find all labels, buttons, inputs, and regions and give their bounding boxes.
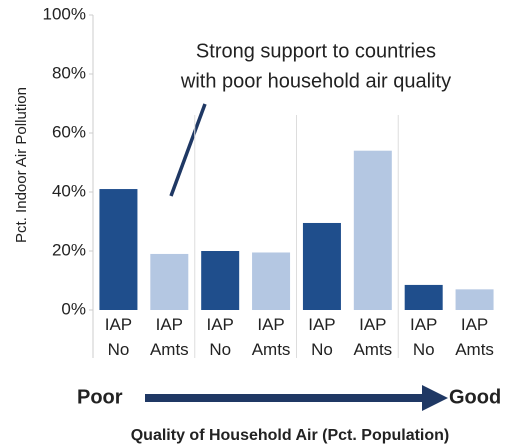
x-tick-label: IAP No — [308, 315, 335, 359]
x-tick-label: IAP No — [105, 315, 132, 359]
x-tick-label: IAP No — [410, 315, 437, 359]
bar — [455, 289, 494, 310]
scale-arrow-head — [422, 385, 448, 411]
annotation: with poor household air quality — [180, 70, 451, 92]
y-tick-label: 80% — [52, 63, 86, 82]
x-tick-label: IAP No — [206, 315, 233, 359]
y-tick-label: 20% — [52, 240, 86, 259]
x-tick-label: IAP Amts — [353, 315, 392, 359]
y-tick-label: 0% — [61, 299, 86, 318]
bar — [404, 284, 443, 310]
bar — [99, 189, 138, 310]
y-tick-label: 40% — [52, 181, 86, 200]
x-tick-label: IAP Amts — [455, 315, 494, 359]
x-tick-label: IAP Amts — [150, 315, 189, 359]
bar — [150, 253, 189, 310]
x-axis-label: Quality of Household Air (Pct. Populatio… — [131, 427, 450, 444]
y-axis-label: Pct. Indoor Air Pollution — [13, 87, 30, 243]
bar — [252, 252, 291, 310]
y-tick-label: 100% — [43, 4, 86, 23]
annotation-pointer — [169, 103, 207, 197]
scale-low: Poor — [77, 386, 123, 408]
annotation: Strong support to countries — [196, 40, 436, 62]
y-tick-label: 60% — [52, 122, 86, 141]
bar — [353, 150, 392, 310]
bar — [201, 251, 240, 310]
bar — [302, 222, 341, 310]
x-tick-label: IAP Amts — [252, 315, 291, 359]
scale-high: Good — [449, 386, 501, 408]
